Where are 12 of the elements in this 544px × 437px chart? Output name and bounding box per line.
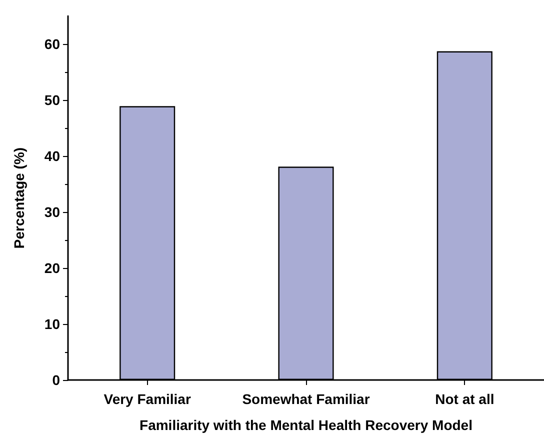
- y-tick-label: 60: [44, 36, 60, 52]
- y-tick-label: 50: [44, 92, 60, 108]
- y-axis-title: Percentage (%): [11, 147, 27, 249]
- y-tick-label: 0: [52, 372, 60, 388]
- y-tick-label: 40: [44, 148, 60, 164]
- x-tick-label: Not at all: [435, 391, 494, 407]
- x-axis-title: Familiarity with the Mental Health Recovery Model: [140, 417, 472, 433]
- x-tick-label: Very Familiar: [104, 391, 192, 407]
- y-tick-label: 20: [44, 260, 60, 276]
- y-tick-label: 30: [44, 204, 60, 220]
- y-tick-label: 10: [44, 316, 60, 332]
- x-tick-label: Somewhat Familiar: [242, 391, 370, 407]
